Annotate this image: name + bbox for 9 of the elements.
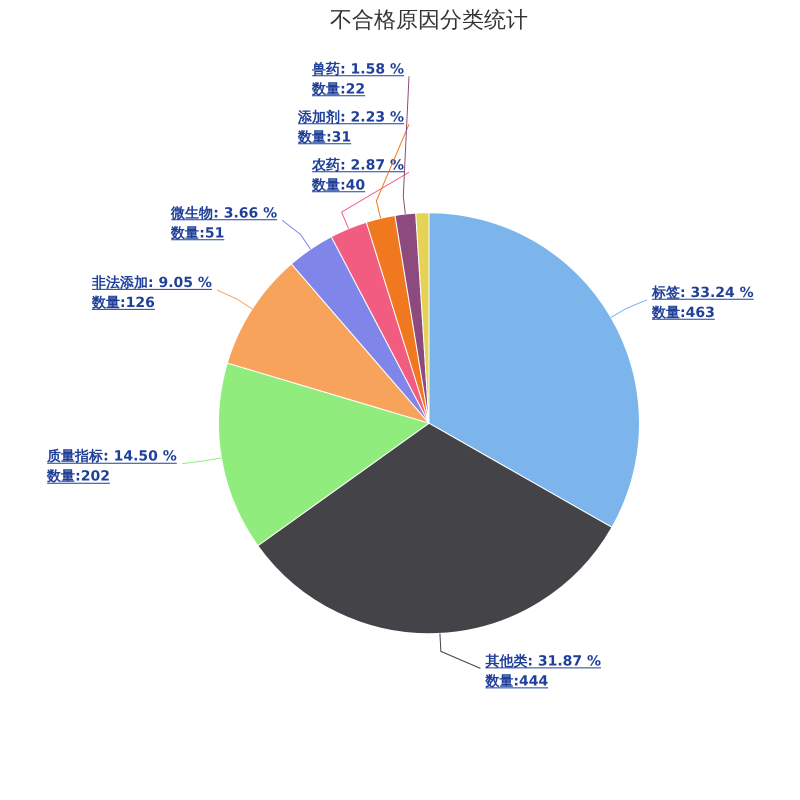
slice-label: 农药: 2.87 % 数量:40	[311, 157, 404, 194]
chart-title: 不合格原因分类统计	[330, 8, 528, 33]
slice-label: 质量指标: 14.50 % 数量:202	[46, 448, 177, 485]
slice-label: 其他类: 31.87 % 数量:444	[484, 653, 602, 690]
slice-label: 微生物: 3.66 % 数量:51	[170, 205, 278, 242]
slice-label: 兽药: 1.58 % 数量:22	[311, 61, 404, 98]
slice-label: 非法添加: 9.05 % 数量:126	[90, 274, 212, 311]
slice-label: 标签: 33.24 % 数量:463	[651, 284, 754, 321]
slice-label: 添加剂: 2.23 % 数量:31	[297, 108, 404, 146]
